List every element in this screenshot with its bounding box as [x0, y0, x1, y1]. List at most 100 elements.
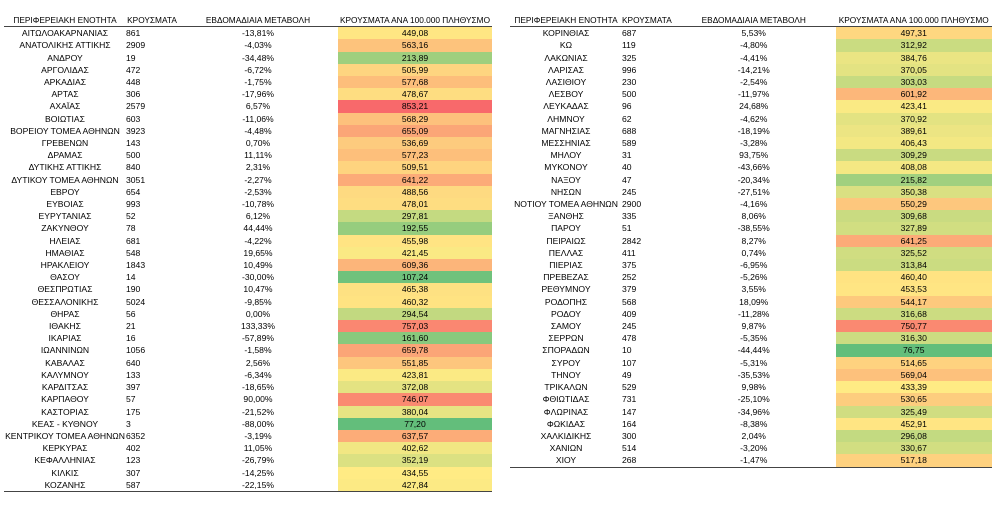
weekly-change-cell: 10,47%	[243, 284, 273, 295]
region-cell: ΑΧΑΪΑΣ	[49, 101, 81, 112]
region-cell: ΒΟΙΩΤΙΑΣ	[45, 113, 85, 124]
weekly-change-cell: 133,33%	[241, 321, 275, 332]
weekly-change-cell: 9,87%	[741, 321, 766, 332]
table-row: ΜΗΛΟΥ 31 93,75% 309,29	[510, 149, 992, 162]
table-row: ΘΕΣΣΑΛΟΝΙΚΗΣ 5024 -9,85% 460,32	[4, 295, 492, 308]
table-row: ΑΡΤΑΣ 306 -17,96% 478,67	[4, 88, 492, 101]
table-row: ΘΗΡΑΣ 56 0,00% 294,54	[4, 307, 492, 321]
cases-cell: 448	[126, 77, 141, 88]
cases-cell: 325	[622, 52, 637, 63]
table-row: ΚΑΛΥΜΝΟΥ 133 -6,34% 423,81	[4, 368, 492, 382]
cases-cell: 306	[126, 89, 141, 100]
per-100k-cell: 297,81	[338, 210, 492, 223]
table-row: ΙΩΑΝΝΙΝΩΝ 1056 -1,58% 659,78	[4, 344, 492, 357]
table-row: ΝΟΤΙΟΥ ΤΟΜΕΑ ΑΘΗΝΩΝ 2900 -4,16% 550,29	[510, 198, 992, 211]
cases-cell: 51	[622, 223, 632, 234]
per-100k-cell: 514,65	[835, 356, 992, 369]
table-row: ΚΕΡΚΥΡΑΣ 402 11,05% 402,62	[4, 442, 492, 455]
weekly-change-cell: 8,27%	[741, 235, 766, 246]
weekly-change-cell: -5,35%	[740, 333, 768, 344]
region-cell: ΣΥΡΟΥ	[551, 357, 581, 368]
weekly-change-cell: -1,47%	[671, 454, 836, 468]
table-row: ΧΙΟΥ 268 -1,47% 517,18	[510, 454, 992, 468]
cases-cell: 478	[622, 333, 637, 344]
region-cell: ΚΟΡΙΝΘΙΑΣ	[542, 28, 590, 39]
weekly-change-cell: 19,65%	[243, 247, 273, 258]
left-data-table: ΠΕΡΙΦΕΡΕΙΑΚΗ ΕΝΟΤΗΤΑ ΚΡΟΥΣΜΑΤΑ ΕΒΔΟΜΑΔΙΑ…	[4, 14, 492, 492]
table-row: ΑΧΑΪΑΣ 2579 6,57% 853,21	[4, 100, 492, 113]
region-cell: ΚΕΑΣ - ΚΥΘΝΟΥ	[31, 418, 99, 429]
cases-cell: 245	[622, 321, 637, 332]
per-100k-cell: 372,08	[338, 381, 492, 394]
region-cell: ΑΡΓΟΛΙΔΑΣ	[41, 64, 89, 75]
weekly-change-cell: -10,78%	[241, 199, 274, 210]
table-row: ΚΑΒΑΛΑΣ 640 2,56% 551,85	[4, 356, 492, 369]
per-100k-cell: 309,29	[835, 149, 992, 162]
cases-cell: 230	[622, 77, 637, 88]
region-cell: ΡΟΔΟΥ	[551, 308, 581, 319]
table-row: ΚΙΛΚΙΣ 307 -14,25% 434,55	[4, 466, 492, 479]
weekly-change-cell: 18,09%	[739, 296, 769, 307]
per-100k-cell: 330,67	[835, 442, 992, 455]
table-row: ΧΑΛΚΙΔΙΚΗΣ 300 2,04% 296,08	[510, 429, 992, 443]
region-cell: ΘΕΣΠΡΩΤΙΑΣ	[37, 284, 93, 295]
per-100k-cell: 325,49	[835, 405, 992, 418]
weekly-change-cell: -8,38%	[740, 418, 768, 429]
cases-cell: 300	[622, 430, 637, 441]
per-100k-cell: 577,23	[338, 149, 492, 162]
per-100k-cell: 460,40	[835, 271, 992, 284]
weekly-change-cell: -88,00%	[241, 418, 274, 429]
cases-cell: 107	[622, 357, 637, 368]
weekly-change-cell: -18,65%	[241, 382, 274, 393]
weekly-change-cell: 9,98%	[741, 382, 766, 393]
cases-cell: 3051	[126, 174, 146, 185]
region-cell: ΠΡΕΒΕΖΑΣ	[543, 272, 589, 283]
region-cell: ΗΡΑΚΛΕΙΟΥ	[40, 260, 90, 271]
region-cell: ΚΑΣΤΟΡΙΑΣ	[41, 406, 89, 417]
cases-cell: 52	[126, 211, 136, 222]
region-cell: ΑΙΤΩΛΟΑΚΑΡΝΑΝΙΑΣ	[21, 28, 109, 39]
per-100k-cell: 213,89	[338, 51, 492, 64]
per-100k-cell: 161,60	[338, 332, 492, 345]
table-row: ΑΝΑΤΟΛΙΚΗΣ ΑΤΤΙΚΗΣ 2909 -4,03% 563,16	[4, 39, 492, 52]
region-cell: ΜΕΣΣΗΝΙΑΣ	[541, 138, 591, 149]
region-cell: ΓΡΕΒΕΝΩΝ	[41, 138, 89, 149]
table-row: ΔΥΤΙΚΟΥ ΤΟΜΕΑ ΑΘΗΝΩΝ 3051 -2,27% 641,22	[4, 173, 492, 186]
cases-cell: 6352	[126, 430, 146, 441]
weekly-change-cell: -20,34%	[737, 174, 770, 185]
weekly-change-cell: -1,75%	[244, 77, 272, 88]
per-100k-cell: 316,68	[835, 307, 992, 321]
cases-cell: 78	[126, 223, 136, 234]
table-row: ΔΥΤΙΚΗΣ ΑΤΤΙΚΗΣ 840 2,31% 509,51	[4, 161, 492, 174]
table-row: ΘΕΣΠΡΩΤΙΑΣ 190 10,47% 465,38	[4, 283, 492, 296]
region-cell: ΠΑΡΟΥ	[551, 223, 581, 234]
table-row: ΝΗΣΩΝ 245 -27,51% 350,38	[510, 185, 992, 199]
per-100k-cell: 309,68	[835, 210, 992, 223]
weekly-change-cell: 6,57%	[245, 101, 271, 112]
region-cell: ΑΝΔΡΟΥ	[47, 52, 83, 63]
weekly-change-cell: -9,85%	[244, 296, 272, 307]
left-table-body: ΑΙΤΩΛΟΑΚΑΡΝΑΝΙΑΣ 861 -13,81% 449,08 ΑΝΑΤΟΛΙΚ…	[4, 26, 492, 492]
table-row: ΙΚΑΡΙΑΣ 16 -57,89% 161,60	[4, 332, 492, 345]
region-cell: ΣΕΡΡΩΝ	[548, 333, 584, 344]
per-100k-cell: 746,07	[338, 393, 492, 406]
table-row: ΘΑΣΟΥ 14 -30,00% 107,24	[4, 271, 492, 284]
weekly-change-cell: 0,70%	[245, 138, 271, 149]
header-weekly-change: ΕΒΔΟΜΑΔΙΑΙΑ ΜΕΤΑΒΟΛΗ	[178, 14, 338, 28]
weekly-change-cell: 6,12%	[245, 211, 271, 222]
table-row: ΖΑΚΥΝΘΟΥ 78 44,44% 192,55	[4, 222, 492, 235]
per-100k-cell: 107,24	[338, 271, 492, 284]
table-row: ΑΙΤΩΛΟΑΚΑΡΝΑΝΙΑΣ 861 -13,81% 449,08	[4, 26, 492, 40]
per-100k-cell: 350,38	[835, 185, 992, 199]
weekly-change-cell: -14,21%	[737, 64, 770, 75]
table-row: ΚΕΦΑΛΛΗΝΙΑΣ 123 -26,79% 352,19	[4, 454, 492, 467]
region-cell: ΑΝΑΤΟΛΙΚΗΣ ΑΤΤΙΚΗΣ	[19, 40, 111, 51]
per-100k-cell: 563,16	[338, 39, 492, 52]
table-row: ΛΕΥΚΑΔΑΣ 96 24,68% 423,41	[510, 100, 992, 113]
per-100k-cell: 449,08	[338, 26, 492, 40]
weekly-change-cell: -38,55%	[737, 223, 770, 234]
per-100k-cell: 384,76	[835, 51, 992, 64]
region-cell: ΡΕΘΥΜΝΟΥ	[541, 284, 591, 295]
cases-cell: 587	[126, 478, 178, 492]
cases-cell: 252	[622, 272, 637, 283]
